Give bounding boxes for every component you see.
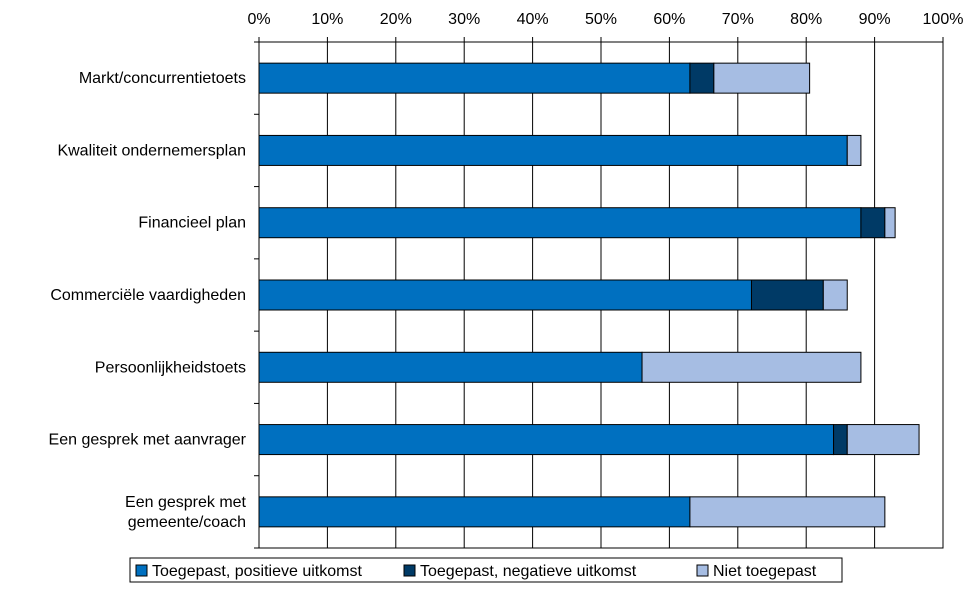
legend [129,557,843,583]
legend-swatch [696,564,709,577]
category-label: Persoonlijkheidstoets [95,359,246,376]
bar-segment [846,134,862,166]
x-tick-label: 40% [517,11,549,28]
bar-segment [258,134,848,166]
x-tick-label: 80% [790,11,822,28]
x-tick-label: 0% [247,11,270,28]
category-label: Markt/concurrentietoets [79,70,246,87]
bar-segment [860,207,886,239]
category-label: gemeente/coach [128,514,246,531]
bar-segment [258,207,862,239]
legend-label: Toegepast, positieve uitkomst [152,563,362,580]
x-tick-label: 20% [380,11,412,28]
bar-segment [846,424,920,456]
x-tick-label: 70% [722,11,754,28]
bar-segment [833,424,848,456]
bar-segment [258,496,691,528]
category-label: Een gesprek met aanvrager [49,432,247,449]
x-tick-label: 10% [311,11,343,28]
legend-swatch [403,564,416,577]
category-label: Commerciële vaardigheden [50,287,246,304]
x-tick-label: 100% [923,11,964,28]
legend-swatch [135,564,148,577]
bar-segment [884,207,896,239]
bar-segment [713,62,811,94]
category-label: Financieel plan [138,215,246,232]
category-label: Een gesprek met [125,494,247,511]
bar-segment [258,424,835,456]
bar-segment [750,279,824,311]
bar-segment [689,62,715,94]
x-tick-label: 90% [859,11,891,28]
category-label: Kwaliteit ondernemersplan [57,142,246,159]
bar-segment [258,279,752,311]
bar-segment [258,62,691,94]
bar-segment [258,351,643,383]
bar-segment [689,496,886,528]
legend-label: Toegepast, negatieve uitkomst [420,563,637,580]
x-tick-label: 60% [653,11,685,28]
bar-segment [641,351,862,383]
legend-label: Niet toegepast [713,563,817,580]
x-tick-label: 50% [585,11,617,28]
bar-segment [822,279,848,311]
x-tick-label: 30% [448,11,480,28]
